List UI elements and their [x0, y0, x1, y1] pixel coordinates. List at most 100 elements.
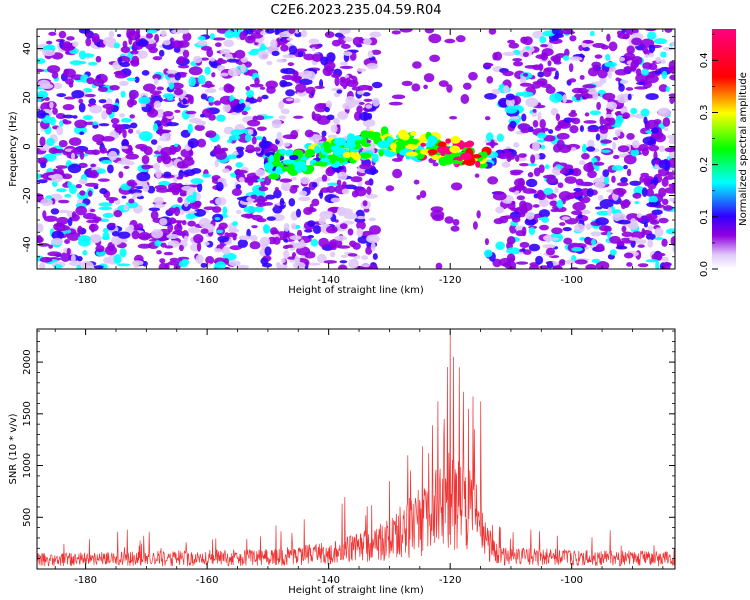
heatmap-cell	[615, 245, 628, 250]
x-tick-label: -160	[196, 575, 219, 586]
heatmap-cell	[539, 119, 546, 129]
heatmap-cell	[148, 46, 158, 54]
heatmap-cell	[503, 260, 517, 269]
heatmap-cell	[561, 216, 571, 221]
heatmap-cell	[339, 65, 354, 70]
heatmap-cell	[173, 88, 184, 96]
heatmap-cell	[101, 136, 115, 142]
heatmap-cell	[563, 122, 569, 127]
heatmap-cell	[160, 129, 172, 133]
heatmap-cell	[481, 151, 488, 159]
heatmap-cell	[637, 144, 650, 152]
heatmap-cell	[164, 245, 174, 249]
heatmap-cell	[206, 48, 214, 58]
heatmap-cell	[506, 236, 516, 245]
heatmap-cell	[213, 100, 222, 106]
heatmap-cell	[623, 65, 633, 72]
heatmap-cell	[639, 175, 645, 183]
heatmap-cell	[40, 162, 47, 169]
heatmap-cell	[88, 223, 99, 232]
heatmap-cell	[168, 217, 177, 225]
heatmap-cell	[326, 52, 336, 63]
heatmap-cell	[293, 98, 301, 104]
heatmap-cell	[581, 152, 590, 160]
heatmap-cell	[324, 31, 335, 39]
heatmap-cell	[536, 139, 546, 143]
heatmap-cell	[364, 180, 372, 186]
heatmap-cell	[496, 133, 504, 142]
heatmap-cell	[46, 40, 53, 45]
heatmap-cell	[591, 258, 601, 263]
heatmap-cell	[540, 144, 546, 150]
heatmap-cell	[627, 93, 632, 101]
heatmap-cell	[622, 198, 630, 209]
heatmap-cell	[529, 264, 540, 269]
heatmap-cell	[484, 93, 497, 100]
heatmap-cell	[600, 149, 611, 153]
heatmap-cell	[154, 240, 163, 247]
x-tick-label: -140	[317, 575, 340, 586]
heatmap-cell	[174, 223, 183, 233]
heatmap-cell	[222, 206, 228, 216]
heatmap-cell	[62, 114, 75, 119]
heatmap-cell	[533, 167, 541, 177]
heatmap-cell	[308, 38, 320, 45]
heatmap-cell	[285, 89, 295, 97]
heatmap-cell	[356, 227, 363, 238]
heatmap-cell	[519, 75, 527, 85]
heatmap-cell	[340, 254, 348, 258]
x-tick-label: -100	[560, 275, 583, 286]
heatmap-cell	[605, 53, 611, 61]
heatmap-cell	[259, 86, 266, 90]
heatmap-cell	[135, 39, 149, 47]
heatmap-cell	[371, 153, 379, 163]
heatmap-cell	[634, 200, 640, 205]
heatmap-cell	[75, 184, 82, 189]
heatmap-cell	[291, 222, 297, 230]
heatmap-cell	[365, 193, 378, 199]
heatmap-cell	[586, 188, 594, 198]
heatmap-cell	[596, 210, 611, 216]
spectrogram-y-axis-label: Frequency (Hz)	[8, 111, 19, 187]
heatmap-cell	[539, 265, 550, 269]
heatmap-cell	[579, 181, 594, 187]
heatmap-cell	[168, 260, 180, 266]
heatmap-cell	[141, 70, 150, 76]
heatmap-cell	[353, 111, 362, 121]
heatmap-cell	[102, 231, 110, 241]
heatmap-cell	[556, 164, 561, 168]
heatmap-cell	[543, 134, 556, 142]
heatmap-cell	[123, 204, 129, 211]
heatmap-cell	[236, 264, 250, 269]
heatmap-cell	[524, 218, 537, 226]
heatmap-cell	[92, 134, 105, 143]
heatmap-cell	[664, 187, 675, 194]
heatmap-cell	[304, 129, 314, 138]
heatmap-cell	[360, 130, 370, 139]
heatmap-cell	[486, 76, 494, 84]
heatmap-cell	[618, 83, 625, 92]
y-tick-label: 1500	[22, 401, 33, 426]
heatmap-cell	[53, 222, 66, 232]
heatmap-cell	[532, 120, 539, 128]
heatmap-cell	[49, 101, 54, 109]
heatmap-cell	[68, 137, 82, 146]
x-tick-label: -140	[317, 275, 340, 286]
heatmap-cell	[564, 164, 574, 171]
heatmap-cell	[662, 261, 671, 269]
heatmap-cell	[276, 131, 283, 141]
heatmap-cell	[235, 209, 242, 214]
heatmap-cell	[326, 114, 335, 121]
heatmap-cell	[304, 229, 313, 233]
heatmap-cell	[283, 222, 290, 232]
heatmap-cell	[356, 105, 363, 114]
heatmap-cell	[530, 189, 537, 194]
heatmap-cell	[587, 139, 595, 149]
heatmap-cell	[251, 136, 257, 145]
heatmap-cell	[52, 107, 58, 115]
heatmap-cell	[274, 186, 279, 192]
heatmap-cell	[168, 82, 175, 90]
heatmap-cell	[187, 220, 196, 227]
heatmap-cell	[449, 145, 461, 154]
heatmap-cell	[542, 244, 556, 249]
